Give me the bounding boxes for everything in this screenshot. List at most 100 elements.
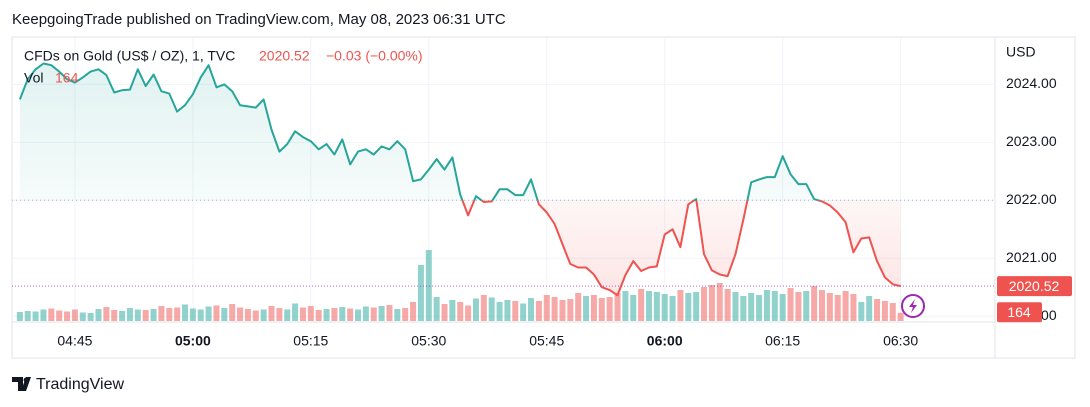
volume-bar: [472, 298, 479, 321]
x-tick-label: 06:15: [765, 333, 800, 349]
chart-title: CFDs on Gold (US$ / OZ), 1, TVC: [24, 48, 235, 64]
price-line: [18, 62, 901, 297]
x-tick-label: 05:15: [293, 333, 328, 349]
volume-bar: [842, 291, 849, 321]
volume-bar: [56, 310, 63, 321]
volume-bar: [520, 303, 527, 321]
volume-bar: [205, 306, 212, 321]
volume-bar: [488, 297, 495, 321]
volume-bar: [661, 294, 668, 321]
volume-bar: [614, 293, 621, 321]
volume-bar: [850, 294, 857, 321]
volume-bar: [158, 306, 165, 321]
volume-bar: [370, 307, 377, 321]
volume-bar: [307, 306, 314, 321]
volume-bar: [638, 289, 645, 321]
volume-bar: [229, 304, 236, 321]
alert-icon[interactable]: [901, 294, 925, 318]
logo-text: TradingView: [36, 376, 124, 393]
volume-bar: [881, 301, 888, 321]
volume-bar: [575, 293, 582, 321]
volume-legend: Vol: [24, 70, 43, 86]
y-tick-label: 2021.00: [1006, 249, 1057, 265]
chart-frame: [11, 36, 1076, 359]
volume-bar: [630, 295, 637, 321]
volume-bar: [535, 301, 542, 321]
volume-bar: [528, 298, 535, 321]
volume-bar: [708, 285, 715, 321]
volume-bar: [834, 295, 841, 321]
volume-bar: [756, 295, 763, 321]
volume-bar: [598, 298, 605, 321]
price-badge-text: 2020.52: [1009, 278, 1060, 294]
x-tick-label: 04:45: [57, 333, 92, 349]
volume-bar: [771, 291, 778, 321]
x-tick-label: 05:00: [175, 333, 211, 349]
volume-bar: [48, 308, 55, 321]
volume-bar: [826, 293, 833, 321]
volume-bar: [693, 292, 700, 321]
y-tick-label: 2023.00: [1006, 133, 1057, 149]
volume-bar: [189, 308, 196, 321]
volume-bar: [394, 309, 401, 321]
volume-bar: [803, 291, 810, 321]
volume-bar: [244, 309, 251, 321]
volume-bar: [748, 293, 755, 321]
volume-bar: [32, 311, 39, 321]
volume-bar: [433, 297, 440, 321]
volume-bar: [284, 309, 291, 321]
volume-legend-value: 164: [55, 70, 79, 86]
price-badge: [997, 276, 1072, 297]
y-tick-label: 2022.00: [1006, 191, 1057, 207]
x-tick-label: 06:30: [883, 333, 918, 349]
x-tick-label: 06:00: [647, 333, 683, 349]
volume-bar: [449, 300, 456, 321]
volume-bar: [889, 303, 896, 321]
x-tick-label: 05:45: [529, 333, 564, 349]
volume-bar: [323, 309, 330, 321]
volume-bar: [740, 296, 747, 321]
legend-change: −0.03 (−0.00%): [326, 48, 423, 64]
volume-bar: [111, 310, 118, 321]
volume-bar: [402, 308, 409, 321]
axis: 2020.002021.002022.002023.002024.0004:45…: [57, 75, 1072, 349]
volume-bar: [315, 310, 322, 321]
x-tick-label: 05:30: [411, 333, 446, 349]
volume-bar: [386, 305, 393, 321]
logo[interactable]: TradingView: [12, 376, 124, 393]
volume-bar: [677, 290, 684, 321]
volume-bar: [24, 311, 31, 321]
volume-bar: [480, 295, 487, 321]
volume-bar: [142, 310, 149, 321]
volume-bar: [716, 283, 723, 321]
volume-bar: [779, 294, 786, 321]
volume-bar: [166, 308, 173, 321]
volume-bar: [299, 307, 306, 321]
volume-bar: [567, 299, 574, 321]
volume-bar: [866, 296, 873, 321]
volume-bar: [457, 302, 464, 321]
volume-bar: [732, 292, 739, 321]
volume-bar: [213, 305, 220, 321]
volume-bar: [362, 306, 369, 321]
volume-bar: [347, 308, 354, 321]
volume-bar: [339, 307, 346, 321]
volume-bar: [897, 312, 904, 321]
volume-bar: [260, 309, 267, 321]
volume-bar: [818, 290, 825, 321]
volume-badge: [997, 302, 1042, 323]
volume-bar: [268, 306, 275, 321]
volume-bar: [221, 308, 228, 321]
volume-bar: [103, 307, 110, 321]
publish-info: KeepgoingTrade published on TradingView.…: [12, 11, 506, 28]
volume-bar: [197, 309, 204, 321]
volume-bar: [551, 297, 558, 321]
volume-bar: [95, 309, 102, 321]
volume-bar: [465, 305, 472, 321]
volume-bar: [417, 265, 424, 321]
volume-bar: [355, 309, 362, 321]
volume-bar: [645, 291, 652, 321]
volume-bar: [787, 288, 794, 321]
volume-bar: [40, 309, 47, 321]
volume-bar: [331, 308, 338, 321]
